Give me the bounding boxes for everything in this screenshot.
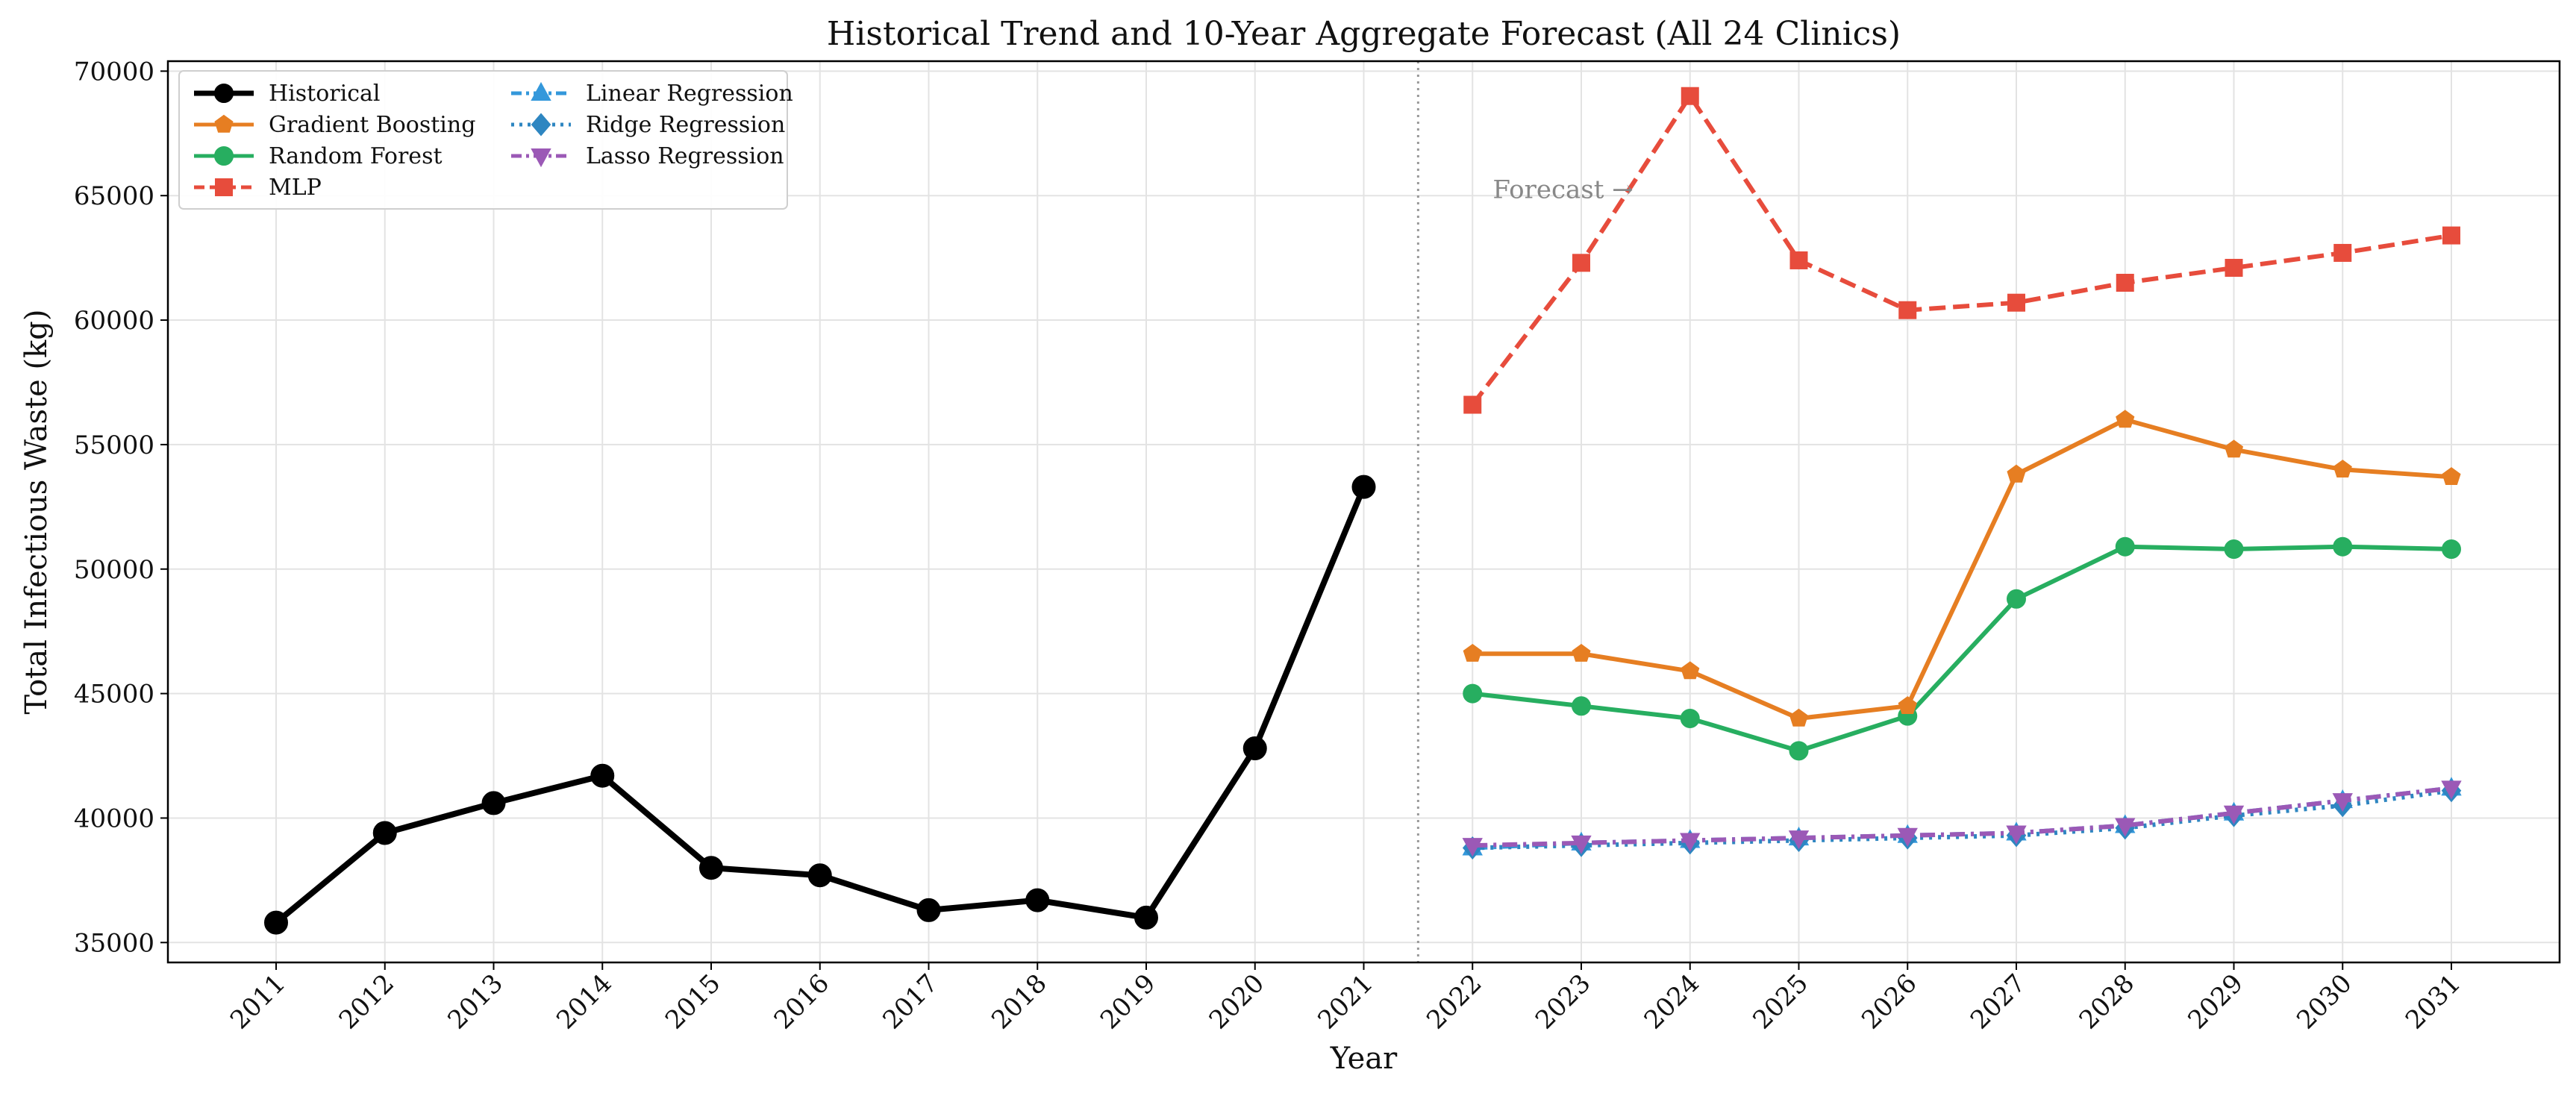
y-tick-label: 60000 — [74, 306, 154, 336]
series-historical — [264, 475, 1376, 935]
legend-marker — [214, 146, 234, 166]
data-point-mlp — [2333, 243, 2352, 262]
legend-marker — [531, 113, 551, 137]
legend: Historical Gradient Boosting Random Forest… — [178, 70, 793, 210]
data-point-random-forest — [1463, 683, 1483, 704]
data-point-historical — [590, 763, 615, 788]
data-point-gradient-boosting — [1463, 643, 1482, 662]
data-point-gradient-boosting — [1898, 696, 1917, 714]
data-point-lasso-regression — [1788, 830, 1810, 850]
data-point-lasso-regression — [2115, 818, 2136, 837]
legend-marker — [214, 114, 234, 133]
legend-marker — [531, 81, 551, 101]
data-point-random-forest — [1789, 741, 1809, 761]
data-point-historical — [481, 791, 506, 815]
y-tick-label: 50000 — [74, 555, 154, 585]
data-point-random-forest — [2007, 589, 2026, 609]
data-point-gradient-boosting — [1681, 661, 1700, 680]
data-point-mlp — [2225, 258, 2243, 277]
legend-label: Random Forest — [269, 143, 443, 169]
data-point-random-forest — [2333, 536, 2353, 557]
legend-label: Gradient Boosting — [269, 112, 475, 138]
data-point-random-forest — [2442, 539, 2461, 560]
data-point-gradient-boosting — [2224, 439, 2244, 458]
y-tick-label: 35000 — [74, 928, 154, 958]
data-point-lasso-regression — [2332, 793, 2353, 812]
data-point-gradient-boosting — [2007, 464, 2026, 483]
data-point-random-forest — [2224, 539, 2244, 560]
series-random-forest — [1463, 536, 2461, 761]
data-point-historical — [1242, 736, 1267, 761]
data-point-historical — [264, 910, 288, 935]
y-tick-label: 55000 — [74, 430, 154, 460]
series-group — [264, 87, 2462, 935]
data-point-gradient-boosting — [1789, 708, 1809, 727]
legend-label: Ridge Regression — [586, 112, 785, 138]
legend-label: Historical — [269, 81, 381, 107]
data-point-lasso-regression — [1462, 838, 1483, 857]
data-point-mlp — [2007, 293, 2025, 312]
legend-item-mlp: MLP — [194, 175, 322, 201]
legend-item-lasso-regression: Lasso Regression — [511, 143, 784, 169]
legend-marker — [531, 148, 551, 168]
legend-label: MLP — [269, 175, 322, 201]
data-point-lasso-regression — [2006, 825, 2027, 845]
series-lasso-regression — [1462, 780, 2462, 857]
data-point-gradient-boosting — [1572, 643, 1591, 662]
data-point-mlp — [2116, 273, 2134, 292]
data-point-random-forest — [1572, 696, 1591, 716]
data-point-mlp — [1463, 395, 1482, 414]
legend-label: Linear Regression — [586, 81, 793, 107]
y-tick-label: 70000 — [74, 57, 154, 87]
legend-marker — [215, 178, 233, 196]
chart-title: Historical Trend and 10-Year Aggregate F… — [827, 15, 1901, 53]
y-tick-label: 40000 — [74, 804, 154, 833]
series-line-ridge-regression — [1472, 788, 2452, 851]
data-point-random-forest — [1680, 708, 1700, 728]
data-point-mlp — [1789, 251, 1808, 269]
legend-box — [178, 70, 788, 210]
data-point-mlp — [1681, 87, 1699, 105]
data-point-gradient-boosting — [2116, 410, 2135, 428]
legend-item-gradient-boosting: Gradient Boosting — [194, 112, 475, 138]
forecast-annotation: Forecast → — [1492, 175, 1633, 205]
x-axis-label: Year — [1330, 1042, 1398, 1076]
y-axis-label: Total Infectious Waste (kg) — [19, 309, 54, 714]
data-point-lasso-regression — [1571, 835, 1592, 854]
data-point-historical — [372, 821, 397, 845]
data-point-lasso-regression — [1680, 833, 1701, 852]
series-line-mlp — [1470, 93, 2452, 407]
series-line-gradient-boosting — [1472, 417, 2452, 721]
data-point-historical — [699, 856, 723, 880]
data-point-gradient-boosting — [2333, 460, 2352, 477]
series-gradient-boosting — [1463, 410, 2461, 727]
data-point-historical — [916, 898, 941, 922]
data-point-random-forest — [2115, 536, 2135, 557]
y-tick-label: 45000 — [74, 680, 154, 710]
data-point-historical — [807, 863, 832, 888]
data-point-gradient-boosting — [2442, 467, 2461, 485]
legend-item-linear-regression: Linear Regression — [511, 81, 793, 107]
data-point-historical — [1351, 475, 1376, 499]
legend-item-ridge-regression: Ridge Regression — [511, 112, 785, 138]
series-line-lasso-regression — [1472, 786, 2452, 848]
data-point-lasso-regression — [1897, 827, 1918, 847]
data-point-mlp — [2442, 226, 2460, 245]
legend-label: Lasso Regression — [586, 143, 784, 169]
data-point-lasso-regression — [2223, 805, 2245, 824]
data-point-historical — [1134, 905, 1158, 930]
legend-item-random-forest: Random Forest — [194, 143, 443, 169]
data-point-historical — [1025, 888, 1050, 912]
data-point-mlp — [1898, 301, 1917, 319]
legend-item-historical: Historical — [194, 81, 381, 107]
series-line-random-forest — [1472, 544, 2452, 754]
data-point-lasso-regression — [2441, 780, 2462, 800]
legend-marker — [214, 84, 234, 103]
data-point-mlp — [1572, 254, 1590, 272]
y-tick-label: 65000 — [74, 181, 154, 211]
series-mlp — [1463, 87, 2460, 414]
